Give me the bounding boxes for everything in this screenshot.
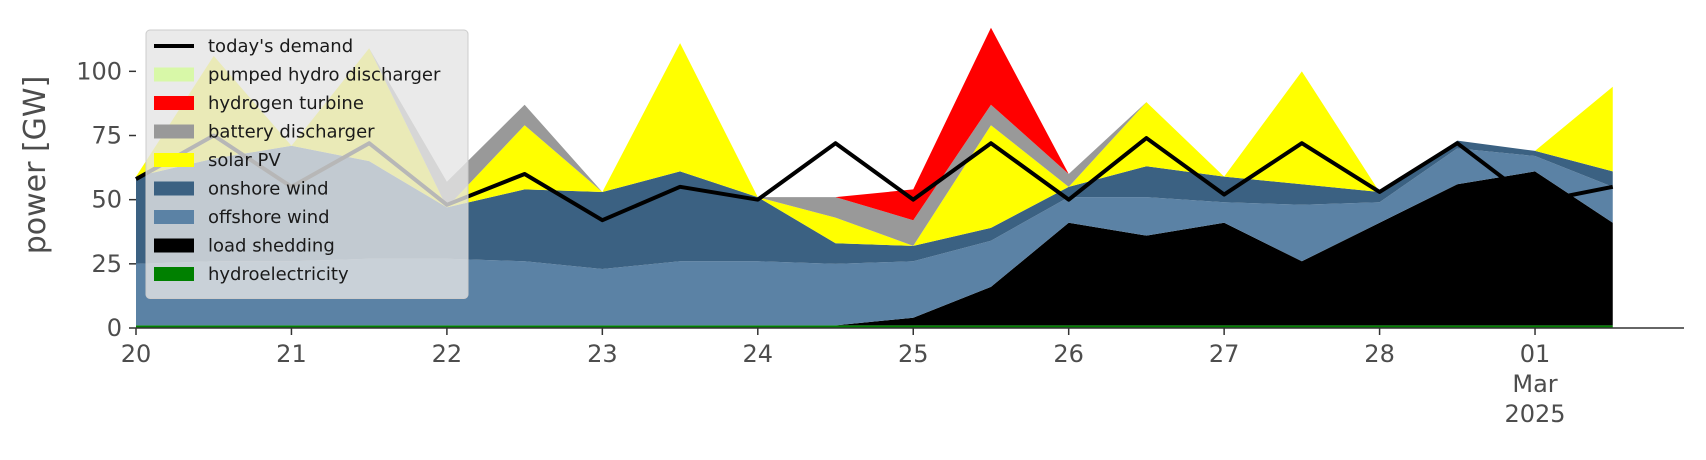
legend-label-offshore-wind: offshore wind xyxy=(208,207,330,228)
x-tick-label: 22 xyxy=(432,340,463,368)
x-tick-year-label: 2025 xyxy=(1504,400,1565,428)
x-tick-label: 24 xyxy=(743,340,774,368)
x-tick-label: 20 xyxy=(121,340,152,368)
y-tick-label: 25 xyxy=(91,250,122,278)
legend-swatch-hydroelectricity xyxy=(154,267,194,281)
legend-label-solar-pv: solar PV xyxy=(208,150,281,171)
y-axis-title: power [GW] xyxy=(18,76,53,255)
x-tick-label: 23 xyxy=(587,340,618,368)
y-tick-label: 100 xyxy=(76,57,122,85)
area-offshore-wind xyxy=(136,148,1613,326)
x-tick-label: 25 xyxy=(898,340,929,368)
legend-swatch-battery-discharger xyxy=(154,124,194,139)
x-tick-label: 26 xyxy=(1053,340,1084,368)
legend-label-load-shedding: load shedding xyxy=(208,236,335,257)
y-tick-label: 0 xyxy=(107,314,122,342)
legend-swatch-offshore-wind xyxy=(154,210,194,224)
x-tick-label: 27 xyxy=(1209,340,1240,368)
legend-label-pumped-hydro-discharger: pumped hydro discharger xyxy=(208,65,441,86)
x-tick-month-label: Mar xyxy=(1512,370,1557,398)
legend-label-hydrogen-turbine: hydrogen turbine xyxy=(208,93,364,114)
area-onshore-wind xyxy=(136,140,1613,269)
x-tick-label: 01 xyxy=(1520,340,1551,368)
legend-swatch-hydrogen-turbine xyxy=(154,96,194,110)
x-tick-label: 21 xyxy=(276,340,307,368)
legend-label-battery-discharger: battery discharger xyxy=(208,122,375,143)
legend-swatch-onshore-wind xyxy=(154,181,194,196)
area-load-shedding xyxy=(136,171,1613,326)
legend-swatch-solar-pv xyxy=(154,153,194,167)
x-tick-label: 28 xyxy=(1364,340,1395,368)
legend-label-hydroelectricity: hydroelectricity xyxy=(208,264,349,285)
area-solar-pv xyxy=(136,43,1613,246)
legend-label-today-s-demand: today's demand xyxy=(208,36,353,57)
legend-box xyxy=(145,29,469,299)
legend-swatch-pumped-hydro-discharger xyxy=(154,67,194,82)
legend-swatch-load-shedding xyxy=(154,238,194,253)
y-tick-label: 50 xyxy=(91,186,122,214)
y-tick-label: 75 xyxy=(91,122,122,150)
legend: today's demand pumped hydro discharger hyd… xyxy=(145,29,469,299)
y-axis: 0 25 50 75 100 xyxy=(76,57,136,342)
legend-label-onshore-wind: onshore wind xyxy=(208,179,329,200)
